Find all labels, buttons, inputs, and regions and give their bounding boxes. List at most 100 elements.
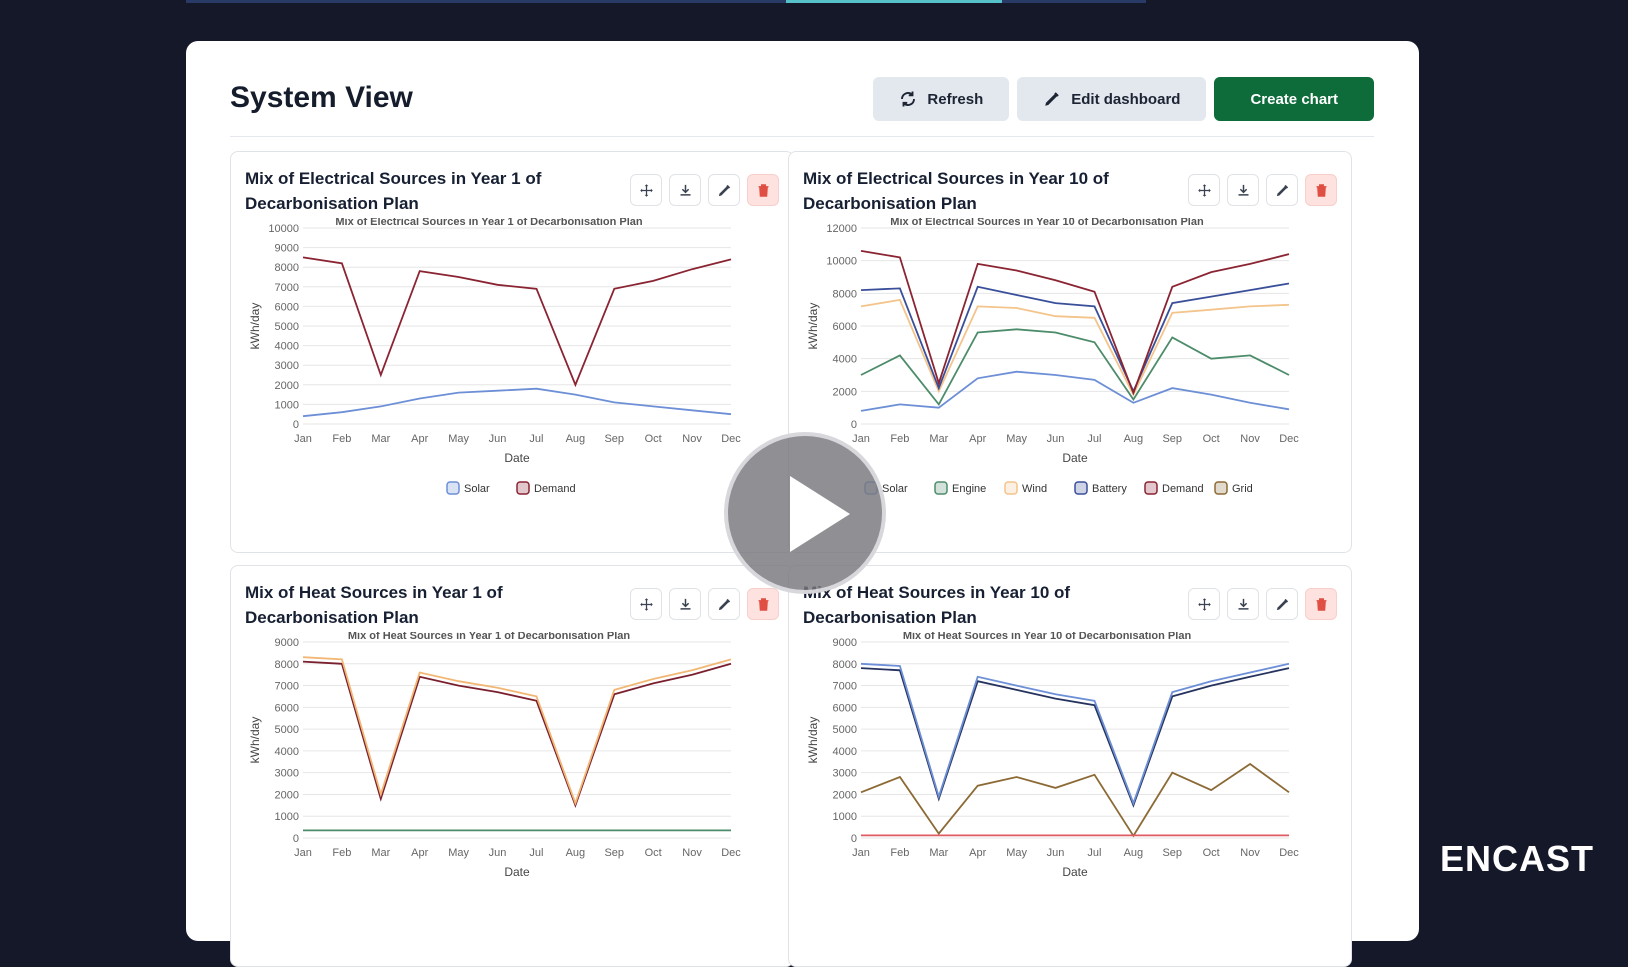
legend-swatch (1144, 481, 1158, 495)
y-tick-label: 0 (851, 833, 857, 845)
y-tick-label: 4000 (833, 354, 857, 366)
legend-label: Demand (1162, 483, 1204, 495)
y-axis-label: kWh/day (806, 717, 820, 764)
download-icon (680, 184, 690, 196)
move-button[interactable] (630, 588, 662, 620)
move-button[interactable] (630, 174, 662, 206)
x-tick-label: Apr (411, 433, 428, 445)
pencil-icon (718, 184, 730, 196)
legend-swatch (446, 481, 460, 495)
chart-card-title: Mix of Heat Sources in Year 10 of Decarb… (803, 583, 1071, 627)
edit-chart-button[interactable] (708, 174, 740, 206)
y-tick-label: 2000 (833, 789, 857, 801)
y-tick-label: 0 (293, 833, 299, 845)
chart-card: Mix of Electrical Sources in Year 10 of … (788, 151, 1352, 553)
x-tick-label: Dec (721, 433, 741, 445)
move-icon (1197, 183, 1211, 197)
y-tick-label: 7000 (275, 681, 299, 693)
series-line-demand (302, 256, 732, 388)
video-progress-track[interactable] (186, 0, 1146, 3)
x-axis-label: Date (504, 451, 530, 465)
pencil-icon (1045, 92, 1060, 106)
chart-title: Mix of Electrical Sources in Year 10 of … (890, 218, 1204, 228)
move-button[interactable] (1188, 588, 1220, 620)
y-tick-label: 6000 (275, 301, 299, 313)
move-icon (639, 597, 653, 611)
dashboard-panel: System View Refresh Edit dashboard Creat… (186, 41, 1419, 967)
y-tick-label: 12000 (826, 223, 857, 235)
x-tick-label: Nov (1240, 847, 1260, 859)
chart-card-title: Mix of Electrical Sources in Year 10 of … (803, 169, 1109, 213)
x-tick-label: Aug (1124, 847, 1144, 859)
trash-icon (758, 183, 768, 197)
chart-card: Mix of Heat Sources in Year 10 of Decarb… (788, 565, 1352, 967)
x-tick-label: Jun (489, 847, 507, 859)
edit-chart-button[interactable] (1266, 588, 1298, 620)
x-tick-label: Sep (604, 847, 624, 859)
series-line-battery (860, 282, 1290, 394)
x-tick-label: Mar (371, 433, 390, 445)
x-tick-label: Mar (929, 847, 948, 859)
x-tick-label: Jul (1087, 847, 1101, 859)
series-line-series-0 (860, 667, 1290, 808)
y-tick-label: 6000 (833, 702, 857, 714)
delete-chart-button[interactable] (1305, 174, 1337, 206)
legend-swatch (934, 481, 948, 495)
chart-area: Mix of Electrical Sources in Year 1 of D… (248, 218, 741, 495)
x-tick-label: Mar (929, 433, 948, 445)
download-icon (1238, 184, 1248, 196)
chart-title: Mix of Heat Sources in Year 1 of Decarbo… (348, 632, 630, 642)
x-tick-label: Jul (1087, 433, 1101, 445)
card-actions (630, 174, 779, 206)
y-tick-label: 6000 (275, 702, 299, 714)
x-tick-label: Jan (852, 847, 870, 859)
edit-chart-button[interactable] (1266, 174, 1298, 206)
x-tick-label: Feb (332, 847, 351, 859)
create-chart-button[interactable]: Create chart (1214, 77, 1374, 121)
y-tick-label: 5000 (833, 724, 857, 736)
chart-area: Mix of Electrical Sources in Year 10 of … (806, 218, 1299, 495)
card-actions (630, 588, 779, 620)
trash-icon (758, 597, 768, 611)
delete-chart-button[interactable] (1305, 588, 1337, 620)
y-tick-label: 8000 (275, 659, 299, 671)
refresh-button[interactable]: Refresh (873, 77, 1010, 121)
move-icon (639, 183, 653, 197)
y-tick-label: 9000 (275, 637, 299, 649)
x-tick-label: Feb (890, 847, 909, 859)
y-tick-label: 8000 (275, 262, 299, 274)
edit-chart-button[interactable] (708, 588, 740, 620)
chart-card: Mix of Heat Sources in Year 1 of Decarbo… (230, 565, 794, 967)
x-tick-label: Apr (969, 433, 986, 445)
y-tick-label: 7000 (833, 681, 857, 693)
pencil-icon (718, 598, 730, 610)
chart-area: Mix of Heat Sources in Year 10 of Decarb… (806, 632, 1299, 879)
y-tick-label: 2000 (833, 386, 857, 398)
download-button[interactable] (1227, 588, 1259, 620)
legend-label: Grid (1232, 483, 1253, 495)
y-tick-label: 10000 (826, 256, 857, 268)
legend-swatch (1004, 481, 1018, 495)
move-button[interactable] (1188, 174, 1220, 206)
x-tick-label: Dec (721, 847, 741, 859)
x-tick-label: May (448, 433, 469, 445)
create-chart-label: Create chart (1250, 90, 1338, 108)
chart-title: Mix of Electrical Sources in Year 1 of D… (335, 218, 643, 228)
edit-dashboard-button[interactable]: Edit dashboard (1017, 77, 1207, 121)
delete-chart-button[interactable] (747, 588, 779, 620)
download-button[interactable] (669, 174, 701, 206)
x-tick-label: Oct (1203, 433, 1220, 445)
download-button[interactable] (1227, 174, 1259, 206)
series-line-demand (860, 250, 1290, 396)
y-tick-label: 7000 (275, 282, 299, 294)
chart-card-title: Mix of Electrical Sources in Year 1 of D… (245, 169, 542, 213)
play-button[interactable] (724, 432, 886, 594)
x-tick-label: Nov (682, 433, 702, 445)
download-button[interactable] (669, 588, 701, 620)
delete-chart-button[interactable] (747, 174, 779, 206)
y-tick-label: 1000 (275, 811, 299, 823)
y-tick-label: 3000 (275, 768, 299, 780)
y-tick-label: 5000 (275, 321, 299, 333)
y-tick-label: 4000 (275, 746, 299, 758)
y-tick-label: 8000 (833, 659, 857, 671)
